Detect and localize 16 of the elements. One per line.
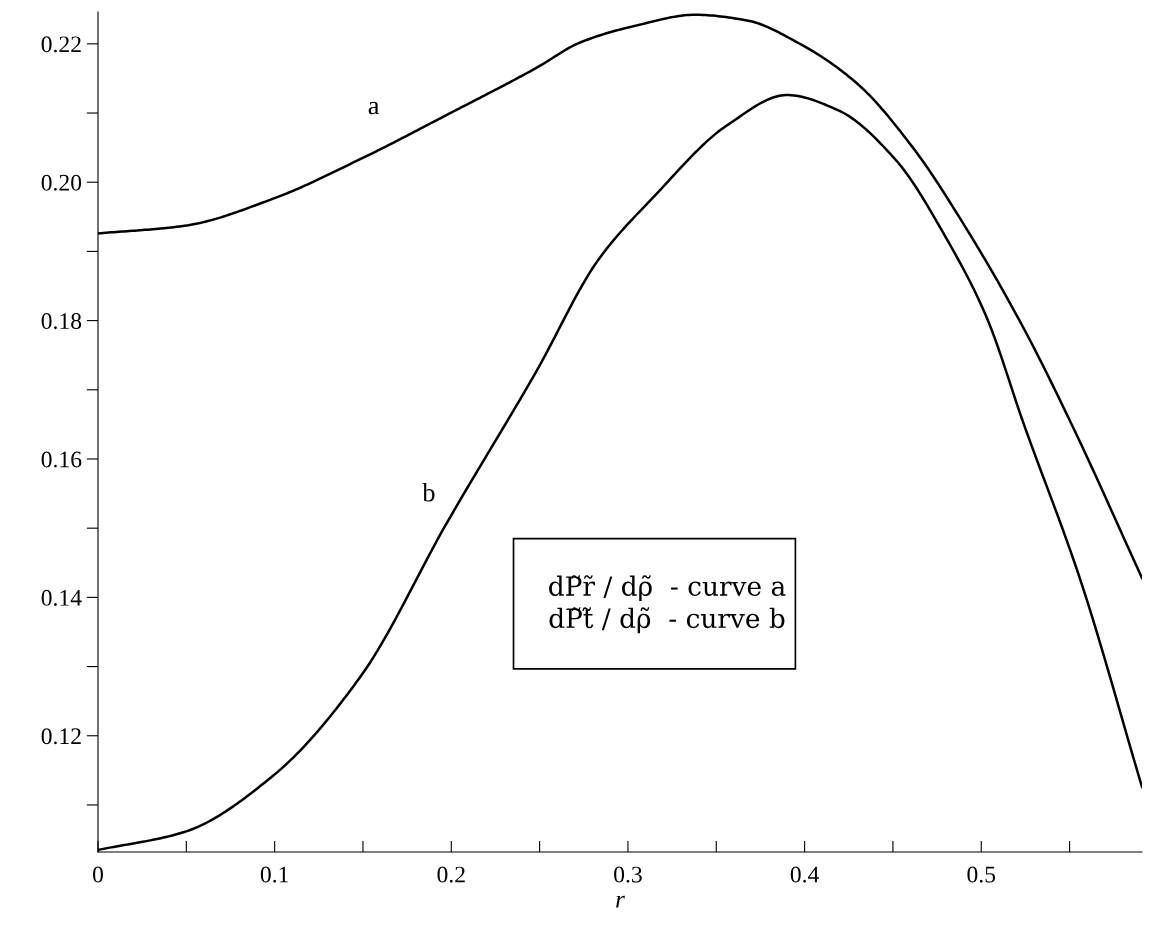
x-tick-label: 0.2 (437, 866, 465, 883)
annotation: a (368, 101, 380, 115)
annotation: b (422, 483, 435, 502)
y-tick-label: 0.20 (41, 174, 82, 191)
x-tick-label: 0.4 (790, 866, 819, 883)
y-tick-label: 0.12 (41, 728, 81, 745)
x-tick-label: 0 (93, 866, 103, 883)
y-tick-label: 0.18 (41, 313, 82, 330)
annotation: dP̃r̃ / dρ̃ - curve a dP̃t̃ / dρ̃ - curve b (549, 575, 786, 634)
x-tick-label: 0.1 (260, 866, 288, 883)
x-tick-label: 0.5 (967, 866, 996, 883)
y-tick-label: 0.16 (41, 451, 82, 468)
x-tick-label: 0.3 (614, 866, 642, 883)
y-tick-label: 0.14 (41, 589, 82, 606)
x-axis-title: r (616, 895, 625, 908)
y-tick-label: 0.22 (41, 36, 81, 53)
